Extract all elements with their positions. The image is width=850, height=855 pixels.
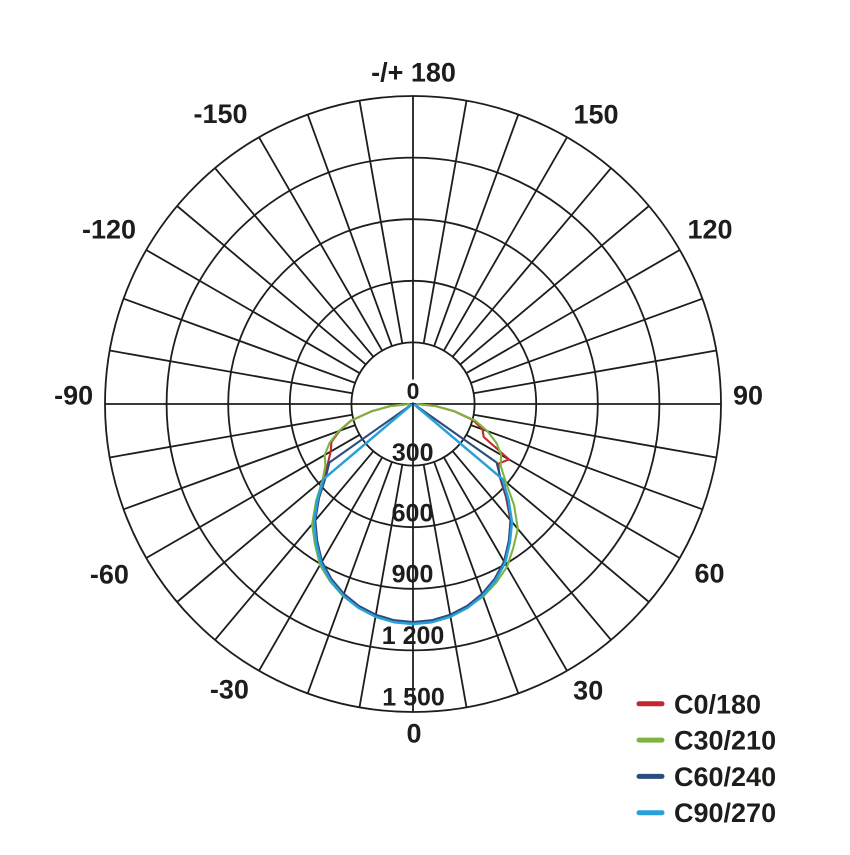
svg-text:600: 600 <box>392 500 434 528</box>
svg-text:300: 300 <box>392 439 434 467</box>
svg-text:0: 0 <box>407 378 420 404</box>
svg-text:900: 900 <box>392 561 434 589</box>
svg-text:-150: -150 <box>193 99 247 129</box>
svg-text:-30: -30 <box>210 675 249 705</box>
svg-text:C90/270: C90/270 <box>674 798 776 828</box>
svg-text:0: 0 <box>406 719 421 749</box>
svg-text:-120: -120 <box>82 215 136 245</box>
svg-text:60: 60 <box>694 559 724 589</box>
svg-text:-90: -90 <box>54 381 93 411</box>
svg-text:1 500: 1 500 <box>382 684 445 712</box>
svg-text:120: 120 <box>687 215 732 245</box>
svg-text:1 200: 1 200 <box>382 622 445 650</box>
svg-text:90: 90 <box>733 381 763 411</box>
svg-text:C0/180: C0/180 <box>674 689 761 719</box>
svg-text:150: 150 <box>573 100 618 130</box>
svg-text:-60: -60 <box>90 560 129 590</box>
svg-text:C30/210: C30/210 <box>674 726 776 756</box>
svg-text:30: 30 <box>573 676 603 706</box>
svg-text:-/+ 180: -/+ 180 <box>371 58 456 88</box>
svg-text:C60/240: C60/240 <box>674 762 776 792</box>
